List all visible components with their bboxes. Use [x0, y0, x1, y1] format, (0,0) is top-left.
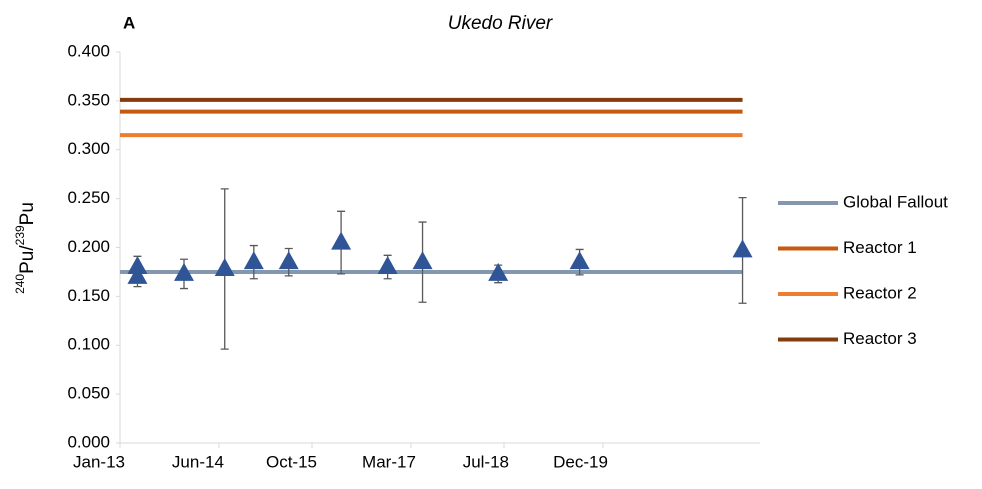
- legend-label: Global Fallout: [843, 192, 948, 211]
- legend-label: Reactor 1: [843, 238, 917, 257]
- chart-title: Ukedo River: [448, 13, 553, 34]
- y-label-part: 240: [13, 274, 27, 294]
- marker: [488, 262, 509, 281]
- y-tick-label: 0.150: [67, 286, 110, 305]
- y-tick-label: 0.000: [67, 432, 110, 451]
- x-tick-label: Oct-15: [266, 452, 317, 471]
- x-tick-label: Mar-17: [362, 452, 416, 471]
- marker: [569, 251, 590, 270]
- y-tick-label: 0.300: [67, 139, 110, 158]
- marker: [243, 251, 264, 270]
- marker: [127, 265, 148, 284]
- y-tick-label: 0.350: [67, 90, 110, 109]
- x-tick-label: Dec-19: [553, 452, 608, 471]
- legend-label: Reactor 3: [843, 329, 917, 348]
- x-tick-label: Jan-13: [73, 452, 125, 471]
- marker: [127, 256, 148, 275]
- y-label-part: Pu: [17, 202, 38, 225]
- y-label-part: Pu/: [17, 245, 38, 274]
- marker: [331, 231, 352, 250]
- marker: [732, 239, 753, 258]
- y-axis-label: 240Pu/239Pu: [13, 202, 38, 294]
- marker: [412, 251, 433, 270]
- y-label-part: 239: [13, 225, 27, 245]
- x-tick-label: Jun-14: [172, 452, 224, 471]
- y-tick-label: 0.100: [67, 335, 110, 354]
- marker: [278, 251, 299, 270]
- y-tick-label: 0.200: [67, 237, 110, 256]
- marker: [377, 256, 398, 275]
- y-tick-label: 0.400: [67, 41, 110, 60]
- y-tick-label: 0.250: [67, 188, 110, 207]
- legend-label: Reactor 2: [843, 283, 917, 302]
- marker: [174, 262, 194, 281]
- x-tick-label: Jul-18: [463, 452, 509, 471]
- marker: [214, 258, 235, 277]
- panel-label: A: [123, 13, 135, 32]
- y-tick-label: 0.050: [67, 384, 110, 403]
